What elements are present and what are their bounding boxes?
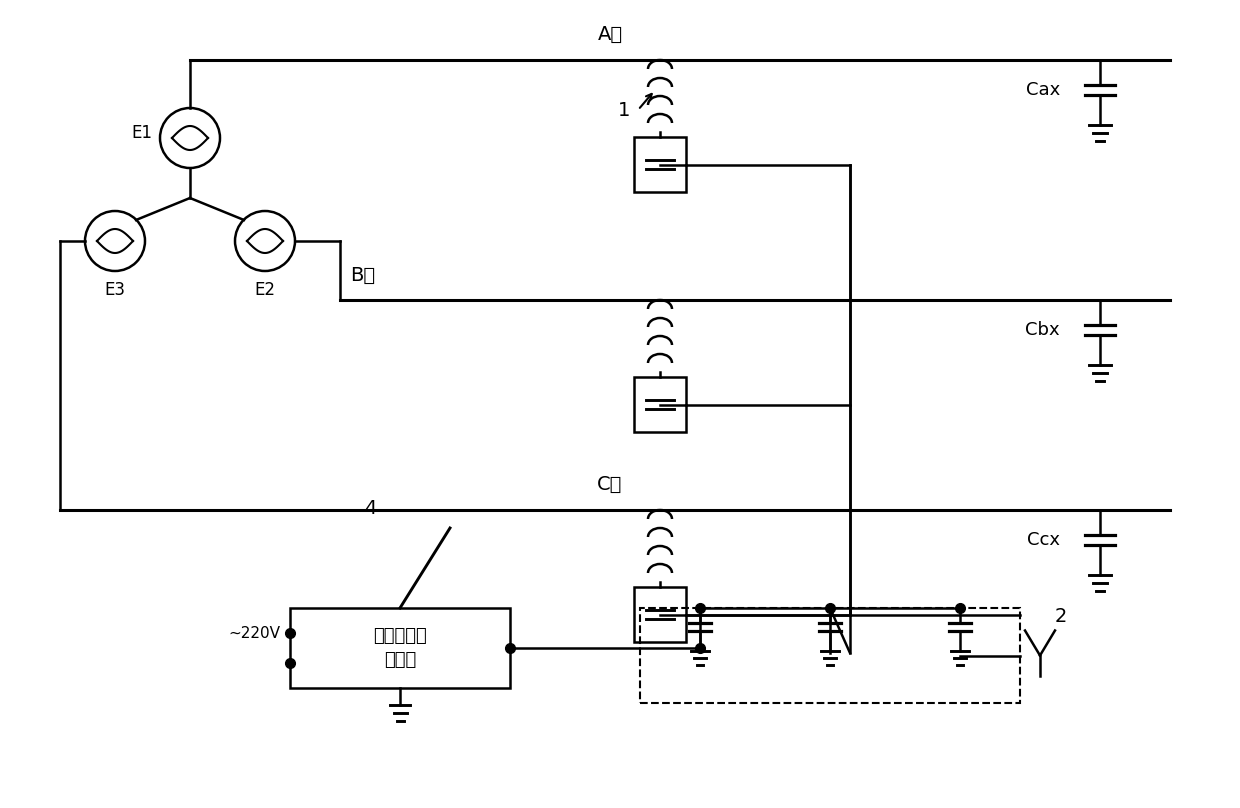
Text: E3: E3: [104, 281, 125, 299]
Text: Ccx: Ccx: [1027, 531, 1060, 549]
Text: 局部放电检: 局部放电检: [373, 627, 427, 645]
Text: Cbx: Cbx: [1025, 321, 1060, 339]
Text: A相: A相: [598, 25, 622, 44]
Text: B相: B相: [350, 266, 376, 285]
Text: 2: 2: [1055, 607, 1068, 625]
Text: C相: C相: [598, 475, 622, 494]
Text: ~220V: ~220V: [228, 625, 280, 641]
Bar: [634, 137, 686, 192]
Bar: [640, 608, 1021, 703]
Bar: [290, 608, 510, 688]
Bar: [634, 377, 686, 432]
Text: 4: 4: [363, 499, 376, 518]
Text: Cax: Cax: [1025, 81, 1060, 99]
Text: 测装置: 测装置: [384, 651, 417, 669]
Text: 1: 1: [618, 100, 630, 120]
Bar: [634, 587, 686, 642]
Text: E2: E2: [254, 281, 275, 299]
Text: E1: E1: [131, 124, 153, 142]
